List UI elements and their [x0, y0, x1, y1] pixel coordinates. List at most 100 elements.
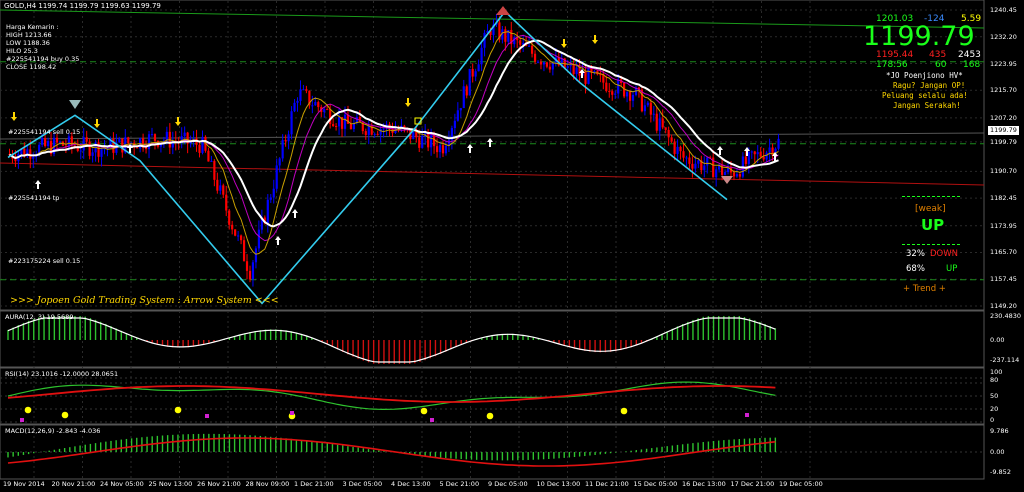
candle-body[interactable]: [269, 197, 272, 200]
candle-body[interactable]: [427, 131, 430, 148]
candle-body[interactable]: [542, 62, 546, 65]
candle-body[interactable]: [379, 129, 382, 135]
candle-body[interactable]: [275, 165, 278, 189]
candle-body[interactable]: [700, 160, 703, 171]
candle-body[interactable]: [290, 111, 293, 135]
candle-body[interactable]: [533, 53, 537, 62]
candle-body[interactable]: [144, 147, 148, 150]
candle-body[interactable]: [100, 148, 103, 157]
candle-body[interactable]: [421, 135, 424, 148]
candle-body[interactable]: [225, 194, 228, 211]
candle-body[interactable]: [599, 74, 602, 76]
candle-body[interactable]: [216, 179, 219, 191]
candle-body[interactable]: [332, 124, 335, 127]
candle-body[interactable]: [557, 57, 560, 66]
candle-body[interactable]: [296, 100, 299, 103]
candle-body[interactable]: [682, 151, 685, 158]
candle-body[interactable]: [732, 172, 736, 177]
candle-body[interactable]: [245, 261, 249, 271]
candle-body[interactable]: [79, 150, 82, 152]
candle-body[interactable]: [204, 136, 207, 151]
candle-body[interactable]: [44, 138, 47, 147]
candle-body[interactable]: [498, 22, 501, 40]
candle-body[interactable]: [471, 68, 474, 77]
candle-body[interactable]: [723, 172, 727, 175]
candle-body[interactable]: [738, 174, 742, 177]
candle-body[interactable]: [352, 122, 356, 130]
candle-body[interactable]: [171, 140, 174, 148]
candle-body[interactable]: [254, 248, 258, 263]
candle-body[interactable]: [415, 131, 418, 138]
candle-body[interactable]: [762, 156, 765, 160]
candle-body[interactable]: [142, 138, 145, 148]
candle-body[interactable]: [150, 134, 154, 136]
candle-body[interactable]: [308, 90, 311, 106]
candle-body[interactable]: [605, 82, 608, 91]
candle-body[interactable]: [631, 94, 635, 101]
candle-body[interactable]: [23, 148, 26, 157]
candle-body[interactable]: [655, 113, 658, 131]
candle-body[interactable]: [750, 151, 753, 153]
candle-body[interactable]: [453, 120, 456, 129]
candle-body[interactable]: [335, 126, 338, 128]
candle-body[interactable]: [219, 185, 222, 191]
candle-body[interactable]: [281, 140, 284, 159]
candle-body[interactable]: [510, 29, 513, 45]
candle-body[interactable]: [438, 145, 442, 153]
candle-body[interactable]: [41, 138, 44, 145]
candle-body[interactable]: [418, 137, 421, 148]
candle-body[interactable]: [646, 102, 649, 106]
candle-body[interactable]: [103, 148, 106, 150]
candle-body[interactable]: [311, 105, 314, 107]
candle-body[interactable]: [189, 141, 192, 144]
candle-body[interactable]: [32, 156, 35, 159]
candle-body[interactable]: [640, 89, 644, 112]
candle-body[interactable]: [768, 147, 771, 153]
candle-body[interactable]: [688, 157, 691, 164]
candle-body[interactable]: [726, 167, 730, 173]
candle-body[interactable]: [424, 131, 427, 136]
candle-body[interactable]: [456, 110, 459, 121]
candle-body[interactable]: [661, 118, 664, 128]
candle-body[interactable]: [73, 145, 76, 147]
candle-body[interactable]: [563, 58, 566, 68]
candle-body[interactable]: [231, 224, 234, 230]
candle-body[interactable]: [210, 160, 213, 162]
candle-body[interactable]: [403, 125, 406, 129]
candle-body[interactable]: [314, 102, 317, 106]
candle-body[interactable]: [637, 87, 641, 90]
candle-body[interactable]: [346, 114, 350, 124]
candle-body[interactable]: [590, 67, 593, 73]
candle-body[interactable]: [569, 64, 572, 67]
candle-body[interactable]: [76, 146, 79, 151]
candle-body[interactable]: [46, 141, 50, 147]
candle-body[interactable]: [602, 74, 605, 83]
candle-body[interactable]: [67, 136, 70, 147]
candle-body[interactable]: [127, 137, 130, 144]
candle-body[interactable]: [323, 108, 326, 113]
candle-body[interactable]: [706, 157, 709, 166]
candle-body[interactable]: [551, 62, 554, 70]
candle-body[interactable]: [370, 125, 373, 135]
candle-body[interactable]: [492, 24, 495, 36]
candle-body[interactable]: [64, 145, 67, 147]
candle-body[interactable]: [614, 93, 617, 95]
candle-body[interactable]: [272, 188, 275, 198]
candle-body[interactable]: [82, 137, 85, 151]
candle-body[interactable]: [299, 89, 302, 101]
candle-body[interactable]: [343, 114, 347, 129]
candle-body[interactable]: [480, 47, 483, 65]
candle-body[interactable]: [207, 150, 210, 162]
candle-body[interactable]: [287, 134, 290, 142]
candle-body[interactable]: [578, 67, 581, 76]
candle-body[interactable]: [159, 142, 163, 147]
candle-body[interactable]: [447, 140, 451, 146]
candle-body[interactable]: [180, 136, 183, 143]
candle-body[interactable]: [774, 148, 777, 156]
candle-body[interactable]: [703, 165, 706, 171]
candle-body[interactable]: [759, 152, 762, 157]
candle-body[interactable]: [55, 137, 59, 143]
candle-body[interactable]: [183, 132, 186, 137]
candle-body[interactable]: [186, 132, 189, 144]
